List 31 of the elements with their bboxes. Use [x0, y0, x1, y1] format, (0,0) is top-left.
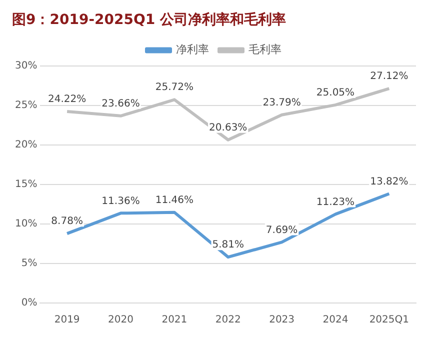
data-label: 23.79% — [262, 97, 301, 108]
y-tick-label: 0% — [21, 298, 38, 309]
x-tick-label: 2020 — [108, 314, 134, 326]
legend-label: 净利率 — [176, 43, 209, 56]
y-tick-label: 20% — [14, 139, 38, 150]
legend-label: 毛利率 — [248, 43, 282, 56]
data-label: 20.63% — [209, 122, 248, 134]
x-tick-label: 2021 — [162, 314, 188, 326]
y-tick-label: 15% — [14, 178, 38, 190]
x-tick-label: 2022 — [215, 314, 241, 326]
data-label: 11.23% — [316, 196, 355, 208]
data-label: 24.22% — [48, 94, 86, 106]
y-tick-label: 10% — [14, 218, 38, 230]
x-tick-label: 2024 — [322, 314, 348, 326]
data-label: 23.66% — [102, 98, 140, 110]
y-tick-label: 30% — [14, 60, 38, 72]
data-label: 7.69% — [266, 224, 298, 236]
y-tick-label: 25% — [14, 100, 38, 111]
x-tick-label: 2025Q1 — [369, 314, 410, 326]
data-label: 8.78% — [51, 216, 83, 228]
x-tick-label: 2023 — [269, 314, 295, 326]
y-tick-label: 5% — [21, 258, 38, 270]
data-label: 13.82% — [370, 176, 408, 188]
data-label: 27.12% — [370, 71, 408, 82]
data-label: 11.46% — [155, 194, 194, 206]
data-label: 11.36% — [102, 196, 140, 207]
data-label: 5.81% — [212, 240, 244, 251]
x-tick-label: 2019 — [54, 314, 80, 326]
chart-title: 图9：2019-2025Q1 公司净利率和毛利率 — [12, 11, 286, 28]
data-label: 25.05% — [316, 88, 355, 99]
data-label: 25.72% — [155, 82, 194, 94]
